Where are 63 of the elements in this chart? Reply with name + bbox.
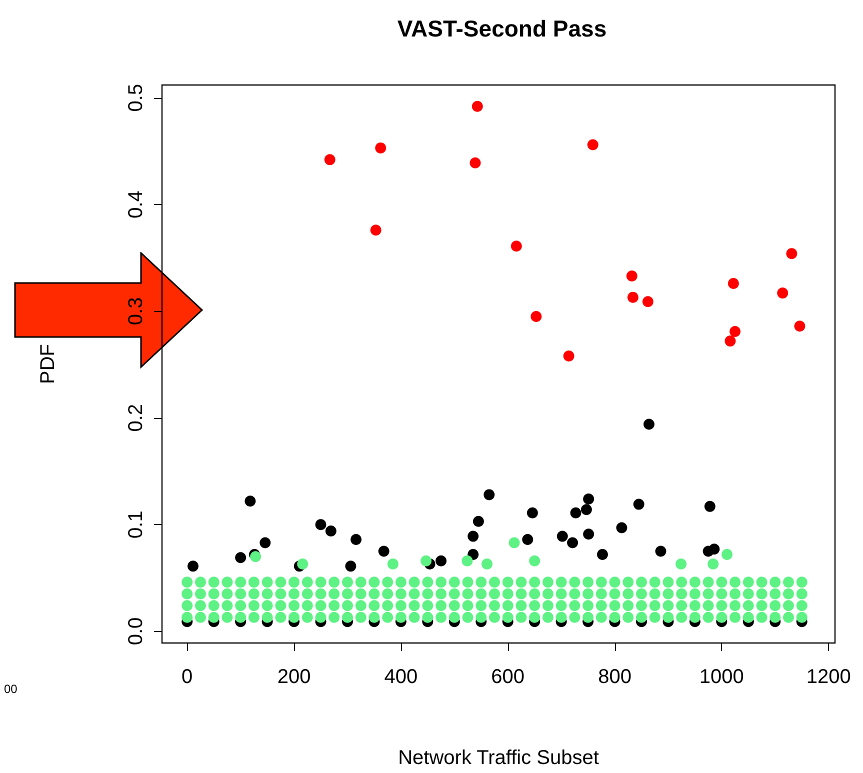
- point: [627, 292, 638, 303]
- point: [470, 157, 481, 168]
- point: [567, 537, 578, 548]
- point: [642, 296, 654, 308]
- y-tick-label: 0.2: [125, 404, 147, 432]
- point: [436, 555, 447, 566]
- y-tick-label: 0.1: [125, 510, 147, 538]
- point: [570, 507, 582, 518]
- point: [616, 522, 628, 534]
- point: [472, 100, 483, 112]
- point: [794, 320, 806, 332]
- chart-title: VAST-Second Pass: [397, 16, 607, 42]
- x-tick-label: 800: [598, 666, 632, 688]
- x-tick-label: 600: [491, 666, 525, 688]
- point: [325, 525, 336, 536]
- x-tick-label: 200: [277, 666, 311, 688]
- point: [484, 489, 495, 500]
- point: [345, 560, 356, 572]
- point: [472, 516, 484, 527]
- point: [378, 546, 390, 557]
- point: [583, 528, 594, 540]
- point: [777, 288, 788, 299]
- point: [350, 534, 362, 546]
- y-axis-title: PDF: [37, 344, 59, 384]
- point: [708, 544, 720, 555]
- x-axis-title: Network Traffic Subset: [398, 747, 600, 769]
- point: [596, 548, 608, 560]
- point: [587, 139, 598, 150]
- point: [526, 507, 538, 518]
- point: [786, 248, 798, 260]
- x-tick-label: 0: [182, 666, 193, 688]
- point: [556, 530, 568, 542]
- point: [563, 350, 574, 362]
- point: [522, 534, 534, 546]
- point: [730, 326, 741, 337]
- y-tick-label: 0.0: [125, 617, 147, 646]
- point: [375, 142, 386, 154]
- point: [583, 493, 594, 504]
- point: [510, 240, 522, 252]
- point: [468, 530, 479, 542]
- point: [188, 560, 199, 572]
- point: [315, 519, 326, 530]
- point: [704, 500, 716, 512]
- point: [655, 546, 666, 557]
- point: [324, 154, 336, 166]
- text: 00: [4, 682, 18, 696]
- x-tick-label: 1000: [699, 666, 744, 688]
- x-tick-label: 400: [384, 666, 418, 688]
- y-tick-label: 0.4: [125, 190, 147, 218]
- point: [633, 498, 644, 510]
- point: [260, 537, 271, 548]
- point: [724, 336, 736, 347]
- point: [235, 552, 246, 564]
- y-tick-label: 0.5: [125, 84, 147, 112]
- point: [626, 270, 638, 282]
- point: [370, 224, 382, 236]
- point: [643, 418, 654, 430]
- point: [728, 278, 739, 289]
- point: [244, 496, 256, 507]
- y-tick-label: 0.3: [125, 297, 147, 326]
- point: [580, 504, 592, 516]
- x-tick-label: 1200: [806, 666, 851, 688]
- point: [530, 311, 542, 322]
